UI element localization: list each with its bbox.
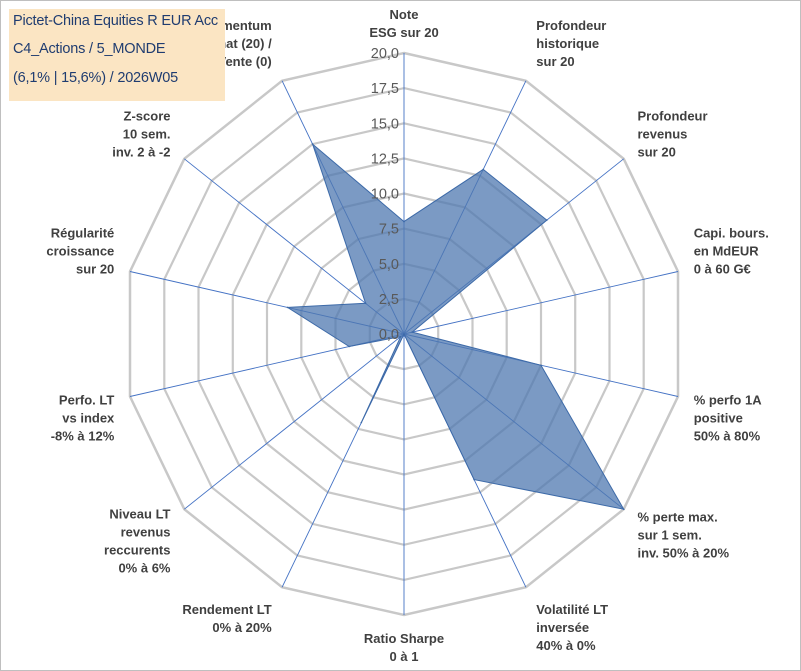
axis-label-line: Profondeur [638,109,708,124]
radar-axis-labels: Note ESG sur 20 Profondeur historique sur 20… [46,7,768,664]
tick-label: 2,5 [379,292,399,308]
axis-label: Capi. bours. en MdEUR 0 à 60 G€ [694,225,769,276]
series-point [348,345,351,348]
axis-label-line: positive [694,411,743,426]
axis-label-line: Rendement LT [182,602,271,617]
tick-label: 0,0 [379,327,399,343]
axis-label-line: % perte max. [638,509,718,524]
chart-title-fund-name: Pictet-China Equities R EUR Acc [13,13,218,29]
tick-label: 5,0 [379,257,399,273]
axis-label-line: % perfo 1A [694,393,763,408]
axis-label: Z-score 10 sem. inv. 2 à -2 [112,109,170,160]
axis-label-line: sur 20 [638,145,676,160]
axis-label-line: 0% à 20% [212,620,272,635]
axis-label-line: 0 à 60 G€ [694,261,751,276]
axis-label-line: revenus [638,127,688,142]
chart-title-category: C4_Actions / 5_MONDE [13,41,166,57]
tick-label: 15,0 [371,116,399,132]
series-point [411,331,414,333]
axis-label-line: Capi. bours. [694,225,769,240]
axis-spoke [184,333,405,510]
axis-label-line: sur 20 [536,54,574,69]
series-point [311,143,314,145]
axis-label-line: -8% à 12% [51,429,115,444]
axis-label-line: inversée [536,620,589,635]
series-point [286,306,289,309]
axis-label: Profondeur historique sur 20 [536,18,606,69]
radar-tick-labels: 0,0 2,5 5,0 7,5 10,0 12,5 15,0 17,5 20,0 [371,46,399,343]
series-point [360,421,363,424]
series-point [546,219,548,221]
axis-label-line: 0 à 1 [390,649,419,664]
series-point [473,478,475,481]
axis-label: Rendement LT 0% à 20% [182,602,272,635]
axis-label: Ratio Sharpe 0 à 1 [364,631,444,664]
axis-label-line: ESG sur 20 [369,25,438,40]
axis-label-line: 10 sem. [123,127,171,142]
axis-label: Note ESG sur 20 [369,7,438,40]
chart-title-box: Pictet-China Equities R EUR Acc C4_Actio… [9,9,225,101]
axis-label: Régularité croissance sur 20 [46,225,114,276]
series-point [403,220,405,223]
tick-label: 12,5 [371,151,399,167]
axis-label: Perfo. LT vs index -8% à 12% [51,393,115,444]
axis-label-line: Niveau LT [109,507,170,522]
series-point [540,364,542,367]
tick-label: 7,5 [379,222,399,238]
axis-label-line: Profondeur [536,18,606,33]
axis-label-line: Régularité [51,225,115,240]
axis-label: % perte max. sur 1 sem. inv. 50% à 20% [638,509,730,560]
radar-series [286,142,625,511]
axis-label-line: revenus [121,525,171,540]
axis-label-line: 40% à 0% [536,638,596,653]
axis-label: % perfo 1A positive 50% à 80% [694,393,763,444]
axis-label-line: Vente (0) [218,54,272,69]
axis-label-line: en MdEUR [694,243,760,258]
tick-label: 17,5 [371,81,399,97]
axis-label-line: vs index [62,411,115,426]
axis-label-line: Perfo. LT [59,393,114,408]
axis-label-line: Note [390,7,419,22]
axis-label-line: sur 20 [76,261,114,276]
series-point [364,302,367,305]
axis-label-line: inv. 50% à 20% [638,545,730,560]
chart-title-stats: (6,1% | 15,6%) / 2026W05 [13,70,179,86]
axis-label-line: reccurents [104,543,170,558]
axis-label-line: sur 1 sem. [638,527,702,542]
axis-label: Niveau LT revenus reccurents 0% à 6% [104,507,171,576]
axis-label: Volatilité LT inversée 40% à 0% [536,602,608,653]
axis-label-line: inv. 2 à -2 [112,145,170,160]
tick-label: 20,0 [371,46,399,62]
series-point [482,168,485,171]
axis-label-line: croissance [46,243,114,258]
axis-label-line: 50% à 80% [694,429,761,444]
axis-spoke [403,271,679,335]
axis-label-line: Z-score [124,109,171,124]
axis-label: Profondeur revenus sur 20 [638,109,708,160]
series-point [622,508,625,511]
series-point [399,335,402,338]
tick-label: 10,0 [371,187,399,203]
series-point [403,333,405,335]
axis-label-line: historique [536,36,599,51]
axis-label-line: Volatilité LT [536,602,608,617]
axis-label-line: Ratio Sharpe [364,631,444,646]
axis-label-line: 0% à 6% [118,561,170,576]
